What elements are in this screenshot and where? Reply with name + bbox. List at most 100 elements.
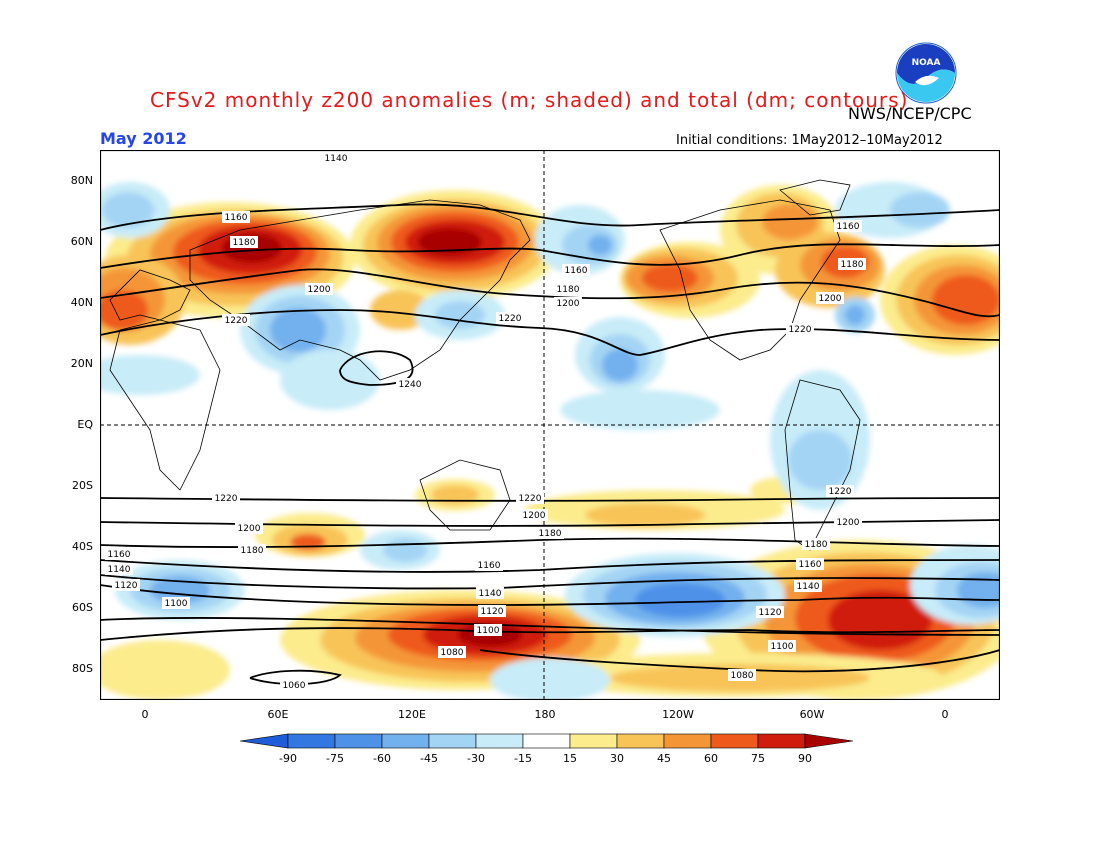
svg-text:1160: 1160 <box>837 222 860 232</box>
lat-label-80s: 80S <box>72 662 93 675</box>
svg-text:1220: 1220 <box>499 314 522 324</box>
contour-label-1160-n2: 1160 <box>562 264 590 276</box>
svg-text:1060: 1060 <box>283 681 306 691</box>
colorbar-label: 60 <box>704 752 718 765</box>
contour-label-1100-s2: 1100 <box>162 597 190 609</box>
svg-text:1160: 1160 <box>225 213 248 223</box>
contour-label-1220-n3: 1220 <box>786 323 814 335</box>
contour-label-1200-n3: 1200 <box>816 292 844 304</box>
lon-label-60e: 60E <box>267 708 289 721</box>
svg-text:1180: 1180 <box>241 546 264 556</box>
contour-label-1220-s3: 1220 <box>826 485 854 497</box>
svg-text:1140: 1140 <box>108 565 131 575</box>
lon-label-120e: 120E <box>398 708 426 721</box>
contour-label-1100-s4: 1100 <box>474 624 502 636</box>
contour-label-1180-n2: 1180 <box>554 283 582 295</box>
svg-text:1220: 1220 <box>519 494 542 504</box>
contour-label-1080-s3: 1080 <box>728 669 756 681</box>
contour-label-1220-s1: 1220 <box>516 492 544 504</box>
lat-label-60s: 60S <box>72 601 93 614</box>
lon-label-0-east: 0 <box>941 708 949 721</box>
contour-label-1120-s4: 1120 <box>478 605 506 617</box>
svg-text:1160: 1160 <box>108 550 131 560</box>
colorbar-swatch <box>757 733 806 749</box>
height-contours <box>100 203 1000 686</box>
contour-label-1120-s3: 1120 <box>756 606 784 618</box>
contour-label-1200-n2: 1200 <box>554 297 582 309</box>
colorbar-swatch <box>428 733 477 749</box>
contour-label-1220-s2: 1220 <box>212 492 240 504</box>
contour-label-1160-s2: 1160 <box>105 548 133 560</box>
svg-text:1100: 1100 <box>165 599 188 609</box>
colorbar-label: -30 <box>467 752 485 765</box>
agency-label: NWS/NCEP/CPC <box>848 104 972 123</box>
lat-label-40n: 40N <box>70 296 93 309</box>
svg-text:1200: 1200 <box>523 511 546 521</box>
contour-label-1180-s2: 1180 <box>238 544 266 556</box>
lat-label-80n: 80N <box>70 174 93 187</box>
colorbar-label: -45 <box>420 752 438 765</box>
contour-label-1060-s4: 1060 <box>280 679 308 691</box>
colorbar-label: 75 <box>751 752 765 765</box>
svg-text:1180: 1180 <box>557 285 580 295</box>
svg-text:1200: 1200 <box>308 285 331 295</box>
lon-label-180: 180 <box>534 708 556 721</box>
svg-text:1220: 1220 <box>829 487 852 497</box>
contour-label-1140-s4: 1140 <box>476 587 504 599</box>
svg-text:1160: 1160 <box>565 266 588 276</box>
contour-label-1140-n: 1140 <box>322 152 350 164</box>
svg-text:1100: 1100 <box>771 642 794 652</box>
svg-text:1100: 1100 <box>477 626 500 636</box>
svg-text:1200: 1200 <box>557 299 580 309</box>
contour-label-1220-n1: 1220 <box>222 314 250 326</box>
svg-text:1220: 1220 <box>225 316 248 326</box>
colorbar-swatch <box>569 733 618 749</box>
noaa-logo: NOAA <box>895 42 957 104</box>
map-frame <box>100 150 1000 700</box>
contour-label-1180-n1: 1180 <box>230 236 258 248</box>
colorbar-label: 45 <box>657 752 671 765</box>
svg-text:1200: 1200 <box>238 524 261 534</box>
svg-text:1140: 1140 <box>325 154 348 164</box>
colorbar-swatch <box>663 733 712 749</box>
initial-conditions-label: Initial conditions: 1May2012–10May2012 <box>676 133 943 148</box>
lat-label-60n: 60N <box>70 235 93 248</box>
colorbar-swatch <box>381 733 430 749</box>
contour-label-1200-s3: 1200 <box>834 516 862 528</box>
contour-label-1160-n1: 1160 <box>222 211 250 223</box>
colorbar-swatch <box>475 733 524 749</box>
svg-text:1200: 1200 <box>837 518 860 528</box>
svg-text:1180: 1180 <box>841 260 864 270</box>
contour-label-1200-s1: 1200 <box>520 509 548 521</box>
svg-text:1180: 1180 <box>539 529 562 539</box>
contour-label-1180-s3: 1180 <box>802 538 830 550</box>
contour-label-1240-n: 1240 <box>396 378 424 390</box>
svg-text:1140: 1140 <box>797 582 820 592</box>
contour-label-1180-n3: 1180 <box>838 258 866 270</box>
colorbar-swatch <box>616 733 665 749</box>
svg-text:1080: 1080 <box>731 671 754 681</box>
contour-label-group: 1140 1160 1180 1200 1220 1160 1180 1200 … <box>105 152 866 691</box>
contour-label-1140-s3: 1140 <box>794 580 822 592</box>
colorbar-swatch <box>522 733 571 749</box>
contour-label-1160-n3: 1160 <box>834 220 862 232</box>
colorbar-label: -15 <box>514 752 532 765</box>
svg-text:1220: 1220 <box>789 325 812 335</box>
svg-text:1220: 1220 <box>215 494 238 504</box>
svg-text:1080: 1080 <box>441 648 464 658</box>
contour-label-1100-s3: 1100 <box>768 640 796 652</box>
lon-label-120w: 120W <box>662 708 694 721</box>
colorbar-swatch <box>334 733 383 749</box>
svg-text:1120: 1120 <box>759 608 782 618</box>
contour-label-1200-n1: 1200 <box>305 283 333 295</box>
svg-text:1120: 1120 <box>481 607 504 617</box>
colorbar-swatch <box>287 733 336 749</box>
colorbar-swatch <box>240 733 289 749</box>
contour-label-1160-s1: 1160 <box>475 559 503 571</box>
svg-text:1240: 1240 <box>399 380 422 390</box>
contour-label-1140-s2: 1140 <box>105 563 133 575</box>
lat-label-40s: 40S <box>72 540 93 553</box>
svg-text:1160: 1160 <box>799 560 822 570</box>
colorbar-swatch <box>710 733 759 749</box>
lat-label-eq: EQ <box>77 418 93 431</box>
